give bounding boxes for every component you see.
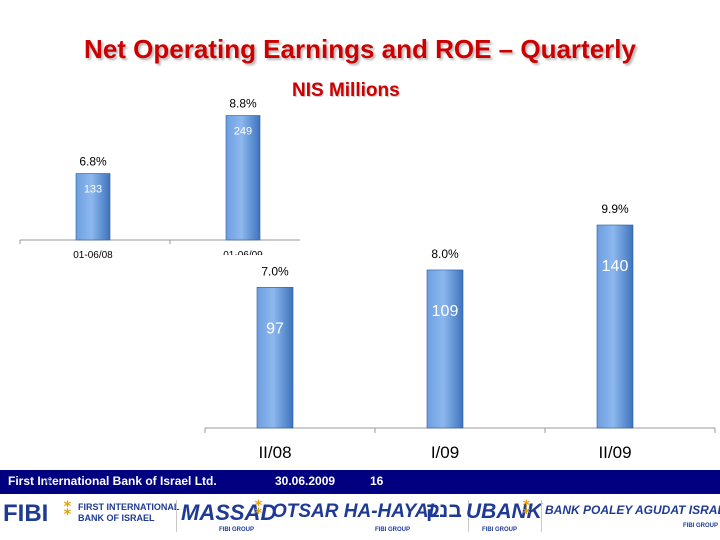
roe-label: 8.0% xyxy=(431,247,459,261)
bar xyxy=(256,287,294,429)
bar xyxy=(225,115,261,241)
first-international-line2: BANK OF ISRAEL xyxy=(78,513,155,523)
tick-label: II/08 xyxy=(258,443,291,462)
poaley-fibi-group: FIBI GROUP xyxy=(683,523,719,529)
logo-strip: FIBI 6 ⁑ FIRST INTERNATIONAL BANK OF ISR… xyxy=(0,476,720,540)
data-label: 97 xyxy=(266,320,284,337)
otsar-fibi-group: FIBI GROUP xyxy=(375,527,411,533)
data-label: 133 xyxy=(84,184,102,196)
roe-label: 6.8% xyxy=(79,155,107,169)
bar xyxy=(426,269,464,429)
tick-label: II/09 xyxy=(598,443,631,462)
data-label: 109 xyxy=(432,303,459,320)
footer-date: 30.06.2009 xyxy=(275,474,336,488)
massad-fibi-group: FIBI GROUP xyxy=(219,527,255,533)
massad-mark-icon: ⁑ xyxy=(254,498,264,519)
footer-page-number: 16 xyxy=(370,474,384,488)
logo-divider xyxy=(468,500,469,532)
data-label: 140 xyxy=(602,258,629,275)
ubank-logo: UBANK xyxy=(466,500,542,523)
footer-bar xyxy=(0,470,720,494)
footer-company: First International Bank of Israel Ltd. xyxy=(8,474,217,488)
data-label: 249 xyxy=(234,126,252,138)
otsar-hebrew-logo: בנק xyxy=(426,499,462,522)
quarterly-chart: 97 7.0% II/08 109 8.0% I/09 140 9.9% II/09 xyxy=(190,202,720,470)
roe-label: 9.9% xyxy=(601,202,629,216)
logo-divider xyxy=(541,500,542,532)
fibi-logo: FIBI xyxy=(3,500,49,527)
tick-label: I/09 xyxy=(431,443,459,462)
first-international-line1: FIRST INTERNATIONAL xyxy=(78,502,180,512)
fibi-mark-icon: ⁑ xyxy=(63,499,73,520)
otsar-ha-hayal-logo: OTSAR HA-HAYAL xyxy=(272,501,441,522)
slide-subtitle: NIS Millions xyxy=(292,80,400,101)
bar xyxy=(75,173,111,241)
slide-title: Net Operating Earnings and ROE – Quarter… xyxy=(84,34,636,64)
poaley-agudat-logo: BANK POALEY AGUDAT ISRAEL xyxy=(545,503,720,517)
fibi-number: 6 xyxy=(46,476,52,486)
bar xyxy=(596,224,634,429)
roe-label: 7.0% xyxy=(261,264,289,278)
ubank-mark-icon: ⁑ xyxy=(522,498,532,519)
massad-logo: MASSAD xyxy=(181,500,277,525)
ubank-fibi-group: FIBI GROUP xyxy=(482,527,518,533)
logo-divider xyxy=(176,500,177,532)
tick-label: 01-06/08 xyxy=(73,250,113,261)
roe-label: 8.8% xyxy=(229,97,257,111)
